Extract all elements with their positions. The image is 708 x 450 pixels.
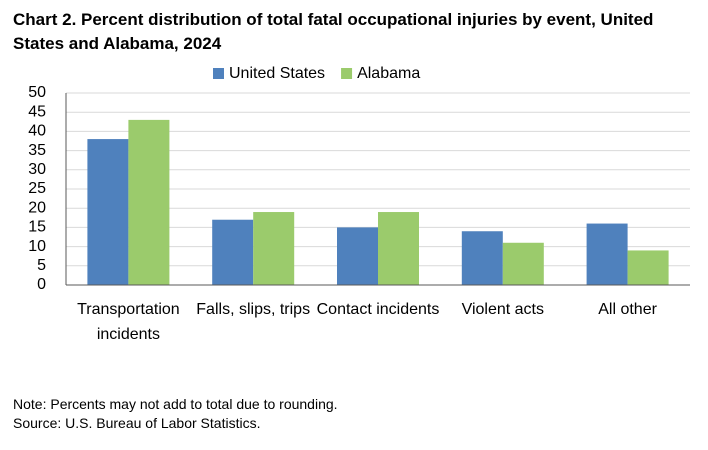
bar	[253, 212, 295, 285]
y-tick-label: 40	[28, 123, 46, 140]
x-tick-label: Transportation incidents	[77, 301, 180, 343]
bar	[627, 250, 669, 285]
x-tick-label: Falls, slips, trips	[196, 301, 311, 318]
bar	[502, 242, 544, 285]
note: Note: Percents may not add to total due …	[13, 396, 338, 412]
legend-swatch	[341, 68, 353, 79]
bar	[586, 223, 628, 285]
legend-label: Alabama	[357, 65, 420, 82]
legend-swatch	[213, 68, 224, 79]
y-tick-label: 35	[28, 142, 46, 159]
y-tick-label: 20	[28, 199, 46, 216]
y-tick-label: 50	[28, 84, 46, 101]
y-tick-label: 5	[37, 257, 46, 274]
legend-label: United States	[229, 65, 325, 82]
source: Source: U.S. Bureau of Labor Statistics.	[13, 415, 261, 431]
bar	[337, 227, 378, 285]
y-tick-label: 10	[28, 238, 46, 255]
x-tick-label: Violent acts	[461, 301, 544, 318]
y-tick-label: 15	[28, 219, 46, 236]
bar	[212, 219, 254, 285]
y-tick-label: 0	[37, 276, 46, 293]
y-tick-label: 30	[28, 161, 46, 178]
x-tick-label: All other	[598, 301, 657, 318]
chart-title: Chart 2. Percent distribution of total f…	[13, 10, 654, 53]
bar	[87, 139, 129, 285]
bar	[461, 231, 503, 285]
y-tick-label: 45	[28, 103, 46, 120]
x-tick-label: Contact incidents	[316, 301, 440, 318]
y-tick-label: 25	[28, 180, 46, 197]
bar	[378, 212, 419, 285]
bar	[128, 119, 170, 285]
